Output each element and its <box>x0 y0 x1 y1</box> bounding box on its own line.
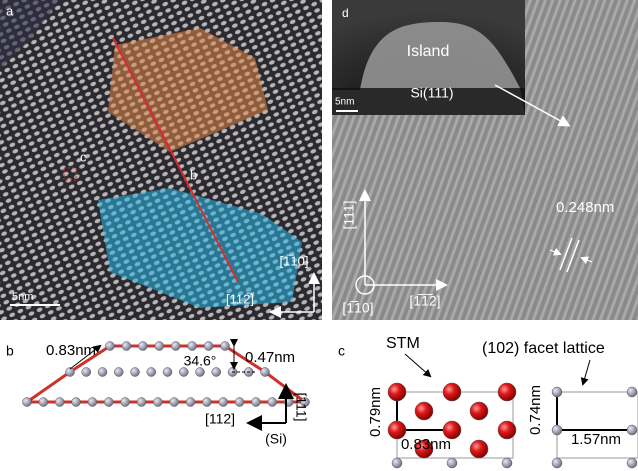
stm-width-label: 0.83nm <box>401 436 451 453</box>
panel-label: c <box>338 343 345 359</box>
scale-label: 5nm <box>335 97 354 108</box>
scale-label: 5nm <box>12 291 33 303</box>
panel-label: b <box>6 343 14 359</box>
atom <box>627 458 637 468</box>
atom <box>155 342 164 351</box>
atom <box>498 383 516 401</box>
height-label: 0.47nm <box>245 349 295 366</box>
panel-a: a c b 5nm [1̅10] [112̅] <box>0 0 322 320</box>
atom <box>415 402 433 420</box>
atom <box>138 342 147 351</box>
direction-label: [111] <box>293 392 309 421</box>
stm-height-label: 0.79nm <box>367 387 384 437</box>
direction-label: [111] <box>341 200 357 229</box>
atom <box>104 398 113 407</box>
atom <box>627 387 637 397</box>
facet-width-label: 1.57nm <box>571 431 621 448</box>
atom <box>470 440 488 458</box>
atom <box>212 368 221 377</box>
atom <box>121 398 130 407</box>
atom <box>106 342 115 351</box>
atom <box>188 342 197 351</box>
atom <box>163 368 172 377</box>
atom <box>627 425 637 435</box>
atom <box>552 458 562 468</box>
atom <box>98 368 107 377</box>
atom <box>72 398 81 407</box>
atom <box>251 398 260 407</box>
panel-b: b 0.83nm 34.6° 0.47nm [112] [111] (Si) <box>6 342 310 447</box>
atom <box>153 398 162 407</box>
substrate-label: Si(111) <box>410 85 453 101</box>
atom <box>552 425 562 435</box>
atom <box>235 398 244 407</box>
direction-label: [112] <box>205 411 235 427</box>
atom <box>204 342 213 351</box>
panel-label: d <box>342 6 349 20</box>
line-label: b <box>190 167 197 182</box>
edge-label: 0.83nm <box>46 342 96 359</box>
arrow <box>583 360 590 384</box>
atom <box>88 398 97 407</box>
direction-label: [112̅] <box>226 291 254 306</box>
material-label: (Si) <box>265 431 287 447</box>
atom <box>186 398 195 407</box>
spacing-label: 0.248nm <box>556 199 614 216</box>
direction-label: [1̅1̅2] <box>409 293 440 309</box>
atom <box>55 398 64 407</box>
direction-label: [1̅10] <box>342 300 373 316</box>
atom <box>137 398 146 407</box>
panel-label: a <box>6 3 14 18</box>
facet-label: (102) facet lattice <box>482 340 605 357</box>
atom <box>114 368 123 377</box>
atom <box>196 368 205 377</box>
atom <box>221 342 230 351</box>
atom <box>122 342 131 351</box>
stm-label: STM <box>386 335 420 352</box>
atom <box>219 398 228 407</box>
marker-label: c <box>80 149 87 164</box>
atom <box>392 458 402 468</box>
atom <box>131 368 140 377</box>
atom <box>202 398 211 407</box>
atom <box>268 398 277 407</box>
direction-label: [1̅10] <box>280 253 309 268</box>
atom <box>171 342 180 351</box>
atom <box>388 383 406 401</box>
atom <box>147 368 156 377</box>
atom <box>502 458 512 468</box>
atom <box>170 398 179 407</box>
atom <box>261 368 270 377</box>
atom <box>552 387 562 397</box>
island-label: Island <box>407 43 450 60</box>
atom <box>498 421 516 439</box>
panel-c: c STM (102) facet lattice 0.79nm 0.83nm … <box>338 335 638 468</box>
panel-d: d Island Si(111) 5nm 0.248nm [111] [1̅10… <box>332 0 638 320</box>
figure: a c b 5nm [1̅10] [112̅] d Island Si(111)… <box>0 0 638 471</box>
atom <box>39 398 48 407</box>
arrow <box>405 354 430 376</box>
atom <box>447 458 457 468</box>
atom <box>470 402 488 420</box>
atom <box>82 368 91 377</box>
facet-height-label: 0.74nm <box>527 385 544 435</box>
angle-label: 34.6° <box>184 353 217 369</box>
atom <box>23 398 32 407</box>
atom <box>179 368 188 377</box>
cell-outline <box>557 392 638 458</box>
atom <box>443 383 461 401</box>
